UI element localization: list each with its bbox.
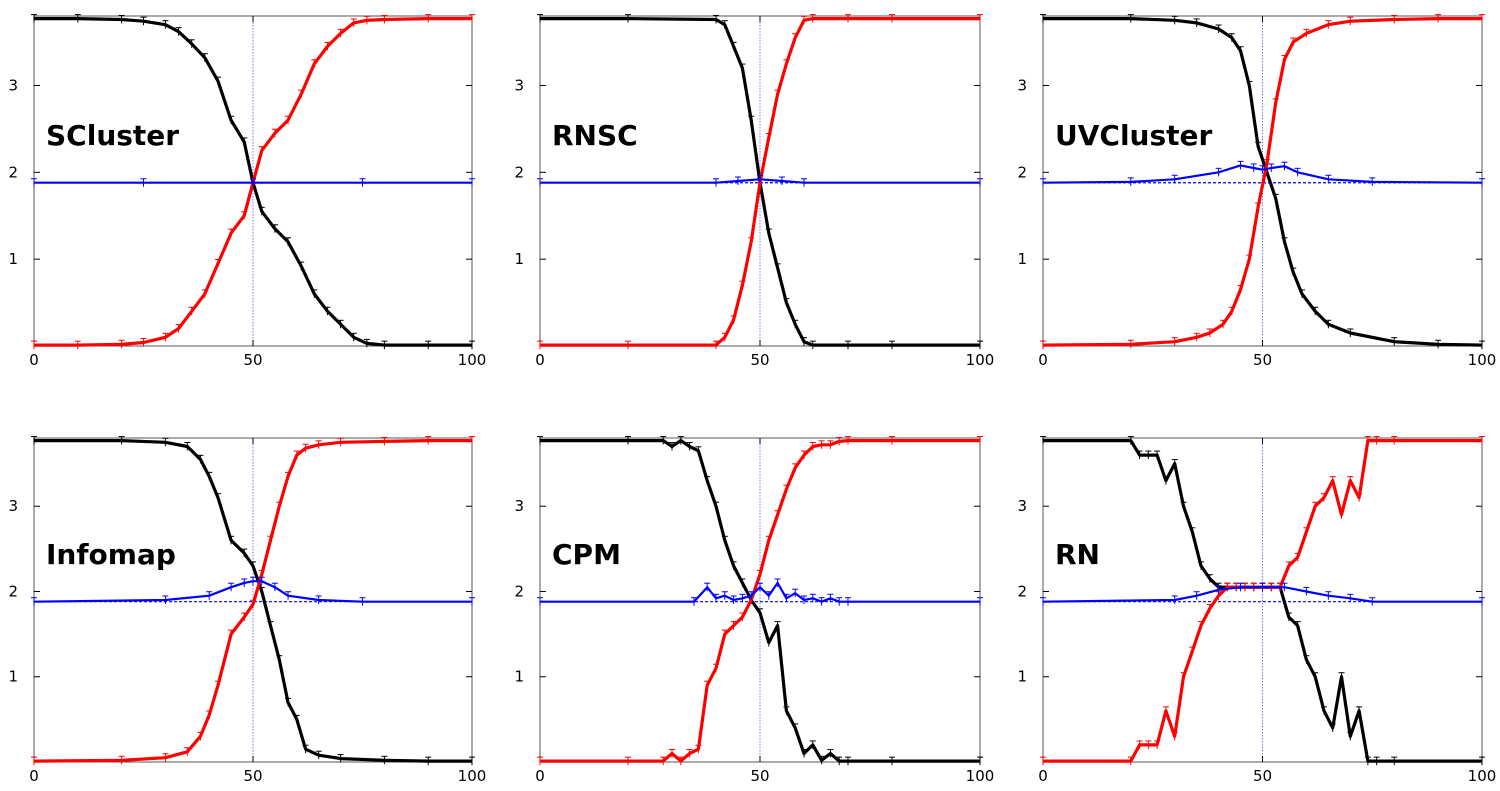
x-tick-label: 0 — [535, 767, 545, 785]
series-line-1 — [1042, 17, 1482, 347]
y-tick-label: 2 — [1017, 582, 1027, 600]
y-tick-label: 1 — [514, 668, 524, 686]
series-line-0 — [1043, 17, 1483, 347]
panel-title: RN — [1055, 538, 1100, 571]
series-line-0 — [34, 17, 472, 347]
panel-title: Infomap — [46, 538, 176, 571]
panel-title: UVCluster — [1055, 119, 1213, 152]
x-tick-label: 0 — [29, 767, 39, 785]
x-tick-label: 100 — [966, 767, 995, 785]
y-tick-label: 1 — [514, 250, 524, 268]
x-tick-label: 50 — [243, 351, 262, 369]
panel-title: SCluster — [46, 119, 179, 152]
panel-2: 0 50 100 1 2 3 UVCluster — [1017, 14, 1497, 369]
y-tick-label: 1 — [1017, 250, 1027, 268]
x-tick-label: 100 — [966, 351, 995, 369]
series-line-1 — [540, 439, 980, 763]
x-tick-label: 50 — [750, 351, 769, 369]
x-tick-label: 0 — [1038, 351, 1048, 369]
y-tick-label: 3 — [514, 76, 524, 94]
y-tick-label: 2 — [514, 163, 524, 181]
y-tick-label: 3 — [8, 497, 18, 515]
x-tick-label: 50 — [1253, 767, 1272, 785]
y-tick-label: 1 — [8, 250, 18, 268]
y-tick-label: 2 — [1017, 163, 1027, 181]
y-tick-label: 1 — [1017, 668, 1027, 686]
x-tick-label: 100 — [1468, 767, 1497, 785]
y-tick-label: 3 — [1017, 497, 1027, 515]
y-tick-label: 3 — [514, 497, 524, 515]
panel-title: CPM — [552, 538, 621, 571]
y-tick-label: 3 — [1017, 76, 1027, 94]
panel-4: 0 50 100 1 2 3 CPM — [514, 436, 995, 785]
panel-0: 0 50 100 1 2 3 SCluster — [8, 14, 487, 369]
y-tick-label: 2 — [514, 582, 524, 600]
x-tick-label: 0 — [535, 351, 545, 369]
y-tick-label: 3 — [8, 76, 18, 94]
x-tick-label: 100 — [1468, 351, 1497, 369]
series-line-2 — [1042, 586, 1482, 603]
panel-3: 0 50 100 1 2 3 Infomap — [8, 436, 487, 785]
y-tick-label: 2 — [8, 163, 18, 181]
panel-5: 0 50 100 1 2 3 RN — [1017, 436, 1497, 785]
x-tick-label: 0 — [1038, 767, 1048, 785]
x-tick-label: 50 — [1253, 351, 1272, 369]
x-tick-label: 50 — [750, 767, 769, 785]
panel-title: RNSC — [552, 119, 638, 152]
panel-1: 0 50 100 1 2 3 RNSC — [514, 14, 995, 369]
series-line-2 — [33, 580, 472, 603]
x-tick-label: 50 — [243, 767, 262, 785]
x-tick-label: 0 — [29, 351, 39, 369]
series-line-2 — [540, 581, 980, 603]
y-tick-label: 1 — [8, 668, 18, 686]
x-tick-label: 100 — [458, 351, 487, 369]
x-tick-label: 100 — [458, 767, 487, 785]
y-tick-label: 2 — [8, 582, 18, 600]
series-line-1 — [34, 17, 472, 347]
series-line-0 — [540, 439, 980, 763]
